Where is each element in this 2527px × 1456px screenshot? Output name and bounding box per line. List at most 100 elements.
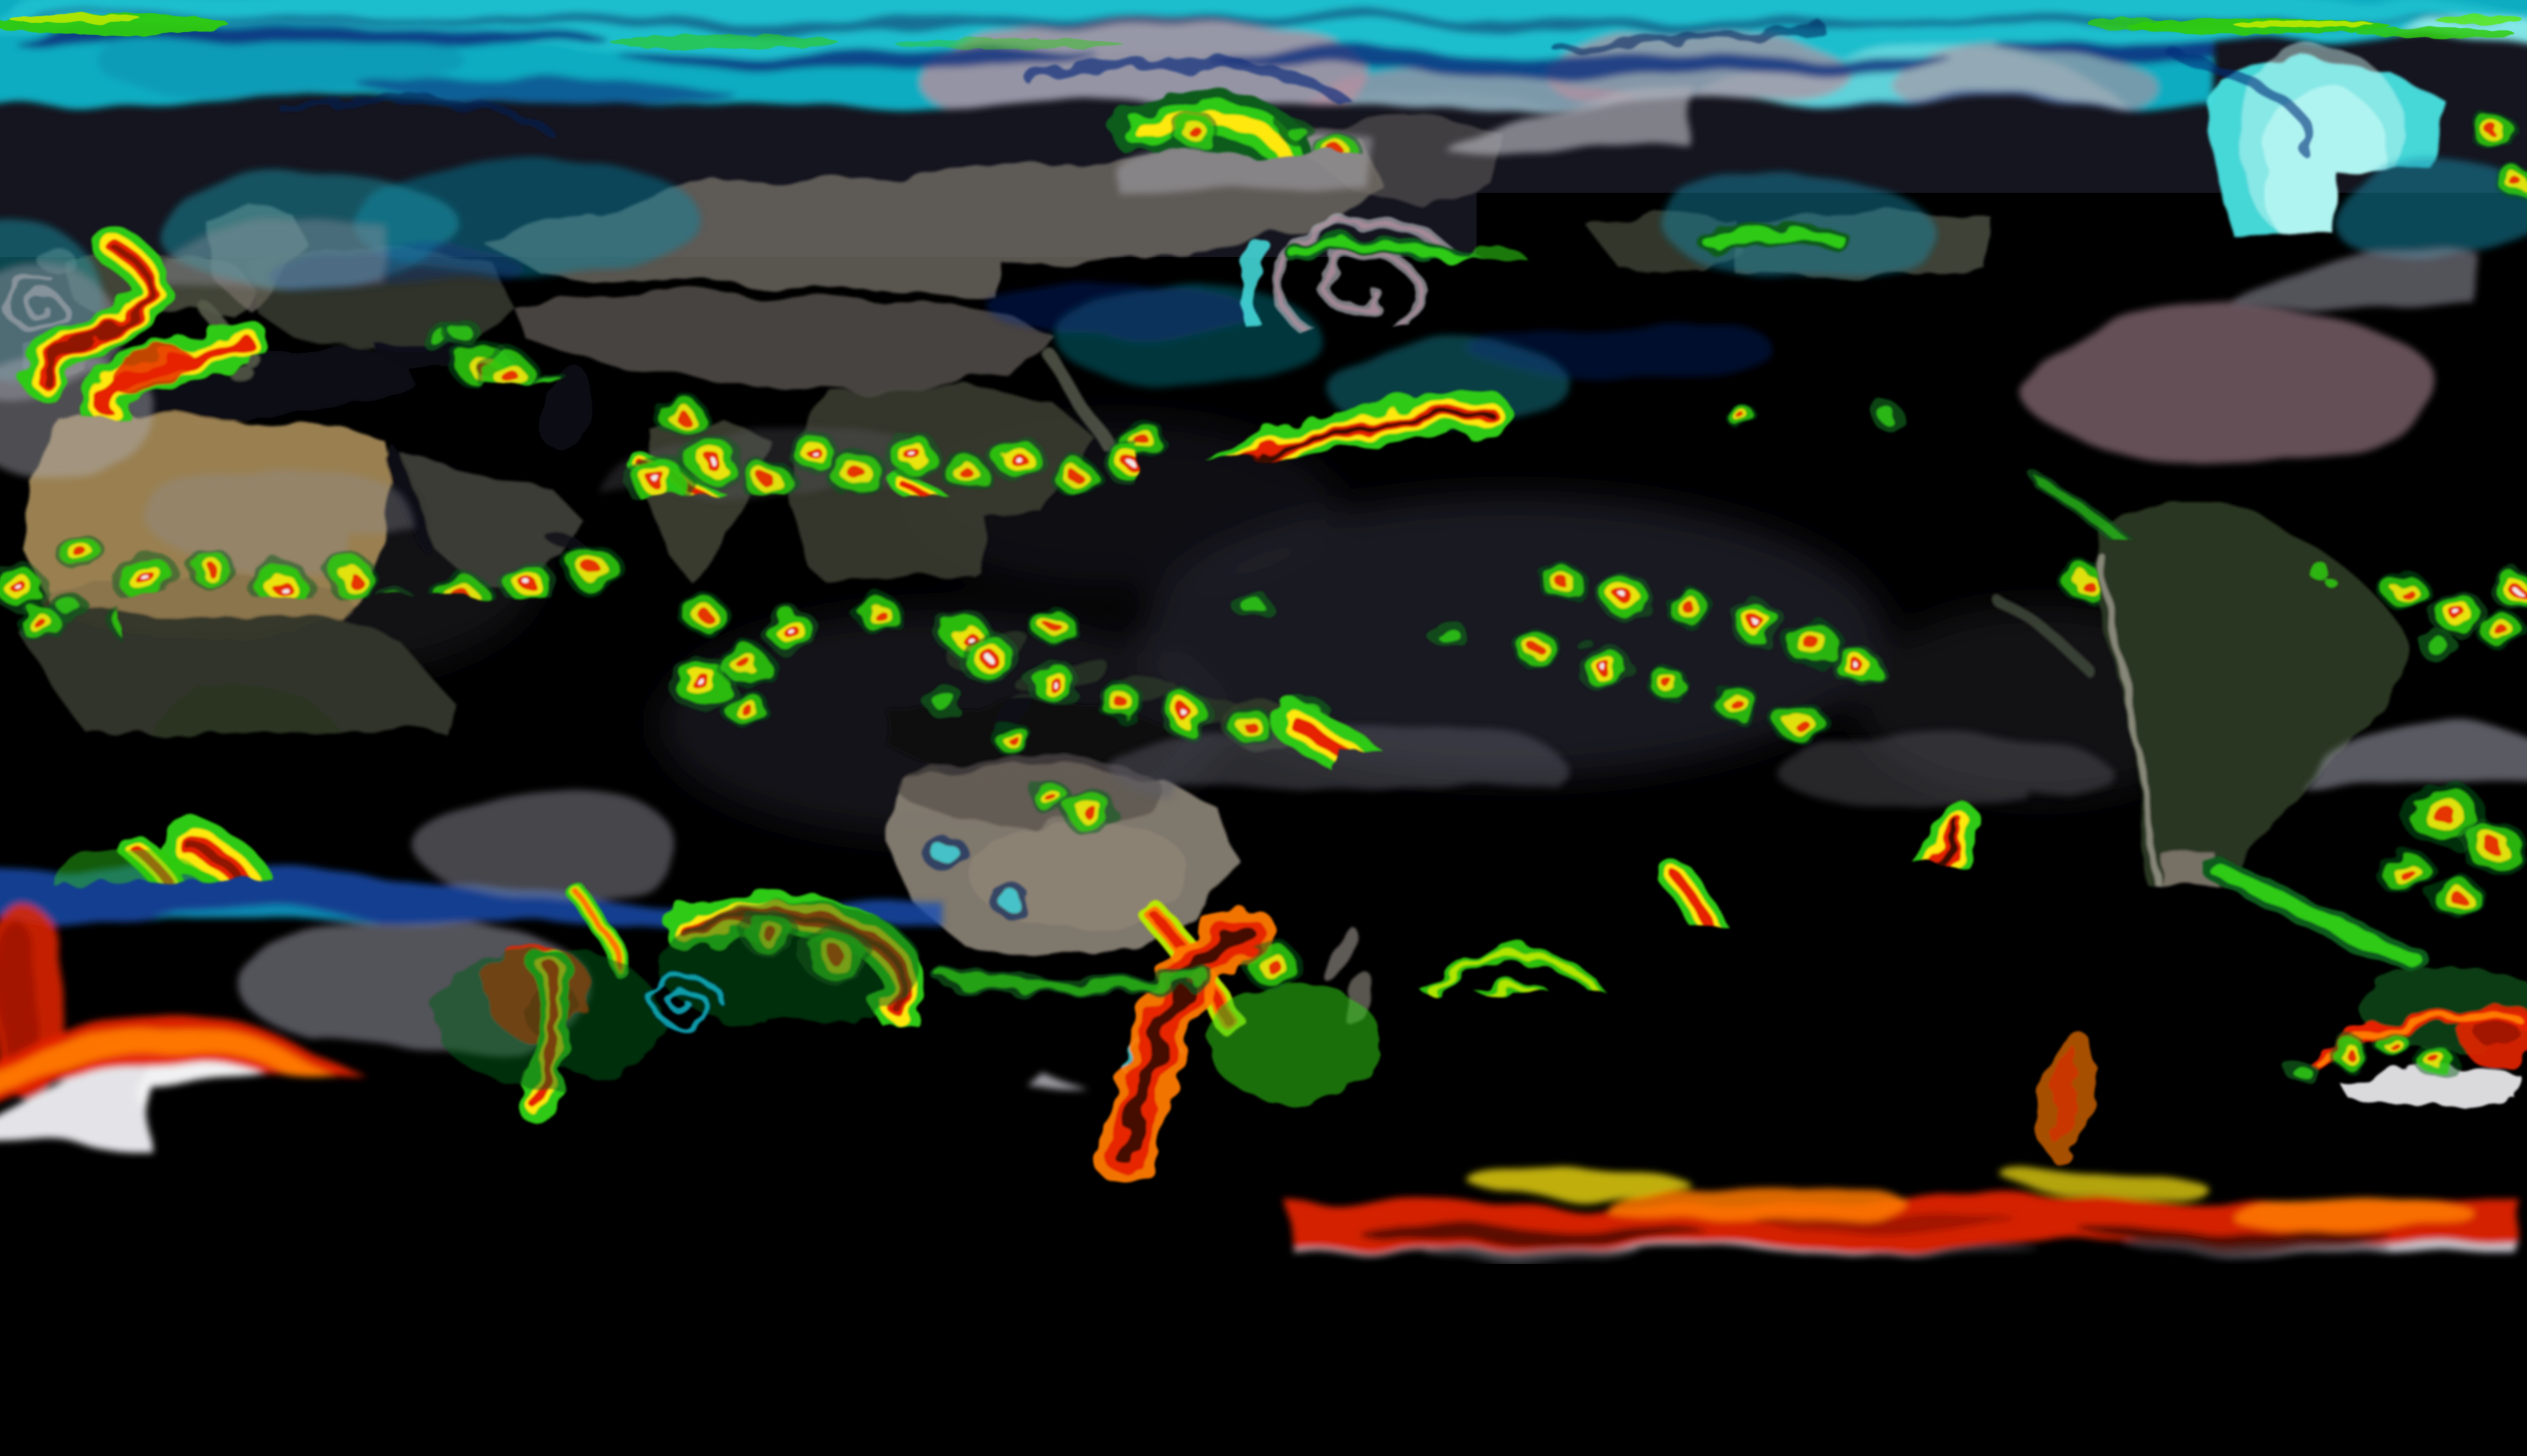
conv-cell-indian — [1015, 457, 1021, 462]
lake-great-2 — [2029, 450, 2053, 465]
antarctic-darkred-streak — [308, 1146, 571, 1168]
storm-cell — [324, 631, 336, 640]
jet-green-streak — [2088, 18, 2167, 30]
conv-cell-pacific — [1753, 620, 1759, 625]
storm-cell — [980, 541, 996, 553]
storm-cell — [1144, 416, 1155, 426]
storm-cell — [2143, 498, 2158, 509]
conv-cell-pacific — [1621, 593, 1627, 598]
conv-cell-us — [1920, 471, 1926, 476]
conv-cell-indian — [897, 558, 904, 563]
storm-cell — [2253, 717, 2268, 729]
rain-cell — [280, 245, 301, 262]
storm-cell — [872, 608, 885, 619]
storm-cell — [1044, 792, 1055, 801]
conv-cell-indonesia — [1182, 712, 1188, 717]
storm-s-indian-halo — [434, 948, 662, 1088]
storm-cell — [2398, 586, 2411, 597]
antarctic-darkred-streak — [725, 1165, 944, 1185]
conv-cell-africa — [393, 611, 399, 616]
conv-cell-africa — [142, 575, 150, 581]
cyan-cell — [934, 845, 961, 866]
rain-cell — [2425, 635, 2447, 652]
conv-cell-indonesia — [985, 654, 992, 660]
storm-cell-turkey — [325, 300, 343, 314]
jet-yellow-streak — [2233, 21, 2373, 28]
rain-cell — [2251, 672, 2269, 686]
storm-cell — [2450, 317, 2466, 330]
rain-cell — [56, 596, 77, 613]
storm-cell — [1047, 621, 1060, 632]
conv-cell-pacific — [1599, 664, 1605, 669]
rain-cell — [1286, 123, 1304, 138]
conv-cell-indian — [743, 549, 750, 554]
conv-cell-indian — [810, 449, 815, 453]
conv-cell-indian — [699, 680, 707, 686]
storm-cell — [1188, 125, 1201, 136]
storm-cell — [1727, 696, 1740, 707]
conv-cell-africa — [278, 584, 285, 590]
global-weather-map-frame — [0, 0, 2527, 1264]
storm-cell — [2450, 893, 2465, 904]
conv-cell-africa — [524, 580, 531, 585]
navy-jet-streak — [1206, 49, 1952, 70]
rain-cell — [1993, 63, 2010, 76]
storm-cell — [1947, 534, 1959, 543]
rain-cell — [1023, 102, 1041, 116]
rain-cell — [932, 692, 956, 711]
jet-green-streak — [895, 38, 1123, 49]
antarctic-darkred-streak — [1756, 1216, 2019, 1230]
storm-s-indian-2-halo — [658, 902, 921, 1029]
storm-cell — [1955, 490, 1969, 500]
rain-cell — [2296, 1067, 2313, 1081]
world-weather-map — [0, 0, 2527, 1264]
storm-cell — [205, 564, 218, 575]
rain-cell — [252, 617, 275, 636]
conv-cell-atlantic — [2135, 594, 2140, 598]
storm-cell — [2398, 274, 2413, 286]
storm-cell — [73, 546, 86, 557]
rain-cell — [2207, 627, 2226, 643]
storm-cell — [1023, 353, 1039, 365]
conv-cell-indian — [1130, 461, 1136, 466]
storm-cell — [1179, 477, 1192, 487]
storm-cell — [1245, 722, 1258, 733]
conv-cell-indian — [910, 453, 916, 458]
storm-cell — [1804, 637, 1821, 650]
conv-cell-pacific — [1305, 563, 1311, 568]
cyan-cell — [997, 890, 1021, 909]
storm-cell — [453, 589, 470, 602]
rain-cell — [1438, 627, 1460, 644]
storm-cell — [1662, 679, 1674, 688]
storm-cell — [2078, 577, 2091, 588]
rain-cell — [451, 324, 472, 341]
rain-cell — [408, 255, 427, 270]
ice-strip-smudge — [1864, 1247, 2040, 1258]
storm-cell — [1004, 732, 1015, 741]
conv-cell-indian — [1218, 571, 1224, 576]
storm-cell — [497, 365, 514, 379]
southern-green-accent — [969, 1026, 1074, 1079]
rain-cell — [176, 277, 194, 292]
lake-great-1 — [2002, 434, 2034, 453]
storm-cell — [1793, 292, 1806, 303]
storm-cell — [1420, 564, 1433, 575]
rain-cell — [2485, 353, 2510, 373]
storm-cell — [1134, 550, 1149, 562]
storm-green-fringe — [44, 849, 219, 950]
conv-cell-indian — [1239, 466, 1246, 471]
conv-cell-pacific — [1498, 589, 1505, 594]
storm-cell — [959, 467, 972, 478]
rain-cell — [363, 271, 384, 288]
conv-cell-pacific — [1854, 664, 1859, 668]
gray-cloud-subtropic — [1777, 733, 2111, 812]
storm-cell — [1530, 643, 1543, 653]
storm-cell — [1761, 313, 1776, 325]
storm-cell — [1737, 412, 1745, 419]
storm-cell — [2387, 1039, 2397, 1047]
storm-cell — [1069, 472, 1082, 483]
ice-strip-smudge — [2128, 1240, 2391, 1256]
rain-cell — [2007, 165, 2031, 184]
storm-cell — [1159, 375, 1175, 388]
storm-cell — [2484, 838, 2502, 853]
